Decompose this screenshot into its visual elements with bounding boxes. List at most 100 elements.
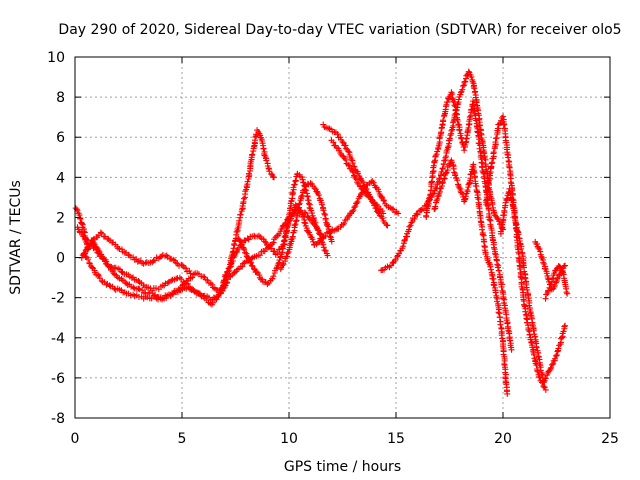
- data-point: [349, 208, 356, 215]
- data-point: [296, 201, 303, 208]
- data-point: [547, 281, 554, 288]
- data-point: [425, 198, 432, 205]
- data-point: [428, 179, 435, 186]
- data-point: [321, 247, 328, 254]
- data-point: [497, 321, 504, 328]
- data-point: [279, 245, 286, 252]
- data-point: [424, 203, 431, 210]
- data-point: [503, 139, 510, 146]
- data-point: [252, 134, 259, 141]
- chart-title: Day 290 of 2020, Sidereal Day-to-day VTE…: [58, 22, 621, 38]
- data-point: [457, 188, 464, 195]
- data-point: [524, 319, 531, 326]
- data-point: [95, 250, 102, 257]
- data-point: [209, 281, 216, 288]
- data-point: [456, 127, 463, 134]
- data-point: [312, 219, 319, 226]
- data-point: [538, 253, 545, 260]
- data-point: [318, 201, 325, 208]
- y-axis: -8 -6 -4 -2 0 2 4 6 8 10: [47, 50, 610, 427]
- data-point: [345, 148, 352, 155]
- data-point: [555, 345, 562, 352]
- data-point: [558, 334, 565, 341]
- data-point: [418, 206, 425, 213]
- data-point: [426, 195, 433, 202]
- data-point: [545, 287, 552, 294]
- data-point: [256, 252, 263, 259]
- data-point: [311, 185, 318, 192]
- data-point: [469, 98, 476, 105]
- data-point: [325, 228, 332, 235]
- data-point: [375, 209, 382, 216]
- data-point: [89, 264, 96, 271]
- x-tick-label: 5: [178, 431, 187, 447]
- data-point: [411, 215, 418, 222]
- data-point: [130, 284, 137, 291]
- series-track-o: [542, 263, 571, 302]
- data-point: [448, 159, 455, 166]
- data-point: [406, 223, 413, 230]
- data-point: [400, 243, 407, 250]
- data-point: [431, 158, 438, 165]
- data-point: [248, 259, 255, 266]
- data-point: [350, 207, 357, 214]
- data-point: [78, 220, 85, 227]
- data-point: [471, 89, 478, 96]
- data-point: [517, 266, 524, 273]
- data-point: [233, 228, 240, 235]
- data-point: [284, 223, 291, 230]
- data-point: [487, 266, 494, 273]
- data-point: [474, 129, 481, 136]
- data-point: [522, 308, 529, 315]
- data-point: [533, 344, 540, 351]
- series-track-b: [74, 127, 278, 301]
- x-tick-label: 15: [387, 431, 405, 447]
- data-point: [247, 259, 254, 266]
- data-point: [290, 211, 297, 218]
- data-point: [244, 178, 251, 185]
- data-point: [190, 287, 197, 294]
- data-point: [256, 272, 263, 279]
- data-point: [236, 237, 243, 244]
- y-tick-label: 6: [56, 130, 65, 146]
- data-point: [345, 161, 352, 168]
- data-point: [541, 384, 548, 391]
- data-point: [414, 211, 421, 218]
- data-point: [495, 267, 502, 274]
- data-point: [237, 238, 244, 245]
- data-point: [487, 263, 494, 270]
- y-tick-label: 0: [56, 251, 65, 267]
- data-point: [490, 281, 497, 288]
- data-point: [401, 236, 408, 243]
- data-point: [296, 200, 303, 207]
- series-track-n: [532, 238, 569, 293]
- data-point: [309, 236, 316, 243]
- data-point: [434, 196, 441, 203]
- data-point: [370, 179, 377, 186]
- data-point: [334, 131, 341, 138]
- data-point: [293, 218, 300, 225]
- data-point: [462, 78, 469, 85]
- data-point: [564, 290, 571, 297]
- data-point: [540, 379, 547, 386]
- data-point: [465, 68, 472, 75]
- data-point: [285, 217, 292, 224]
- y-tick-label: -8: [51, 411, 65, 427]
- data-point: [556, 263, 563, 270]
- series-track-f: [277, 180, 335, 273]
- data-point: [543, 270, 550, 277]
- data-point: [473, 188, 480, 195]
- data-point: [489, 201, 496, 208]
- data-point: [95, 271, 102, 278]
- data-point: [491, 282, 498, 289]
- data-point: [153, 285, 160, 292]
- data-point: [378, 193, 385, 200]
- data-point: [534, 368, 541, 375]
- data-point: [368, 196, 375, 203]
- data-point: [187, 270, 194, 277]
- data-point: [454, 177, 461, 184]
- data-point: [496, 218, 503, 225]
- data-point: [77, 215, 84, 222]
- data-point: [551, 355, 558, 362]
- data-point: [301, 219, 308, 226]
